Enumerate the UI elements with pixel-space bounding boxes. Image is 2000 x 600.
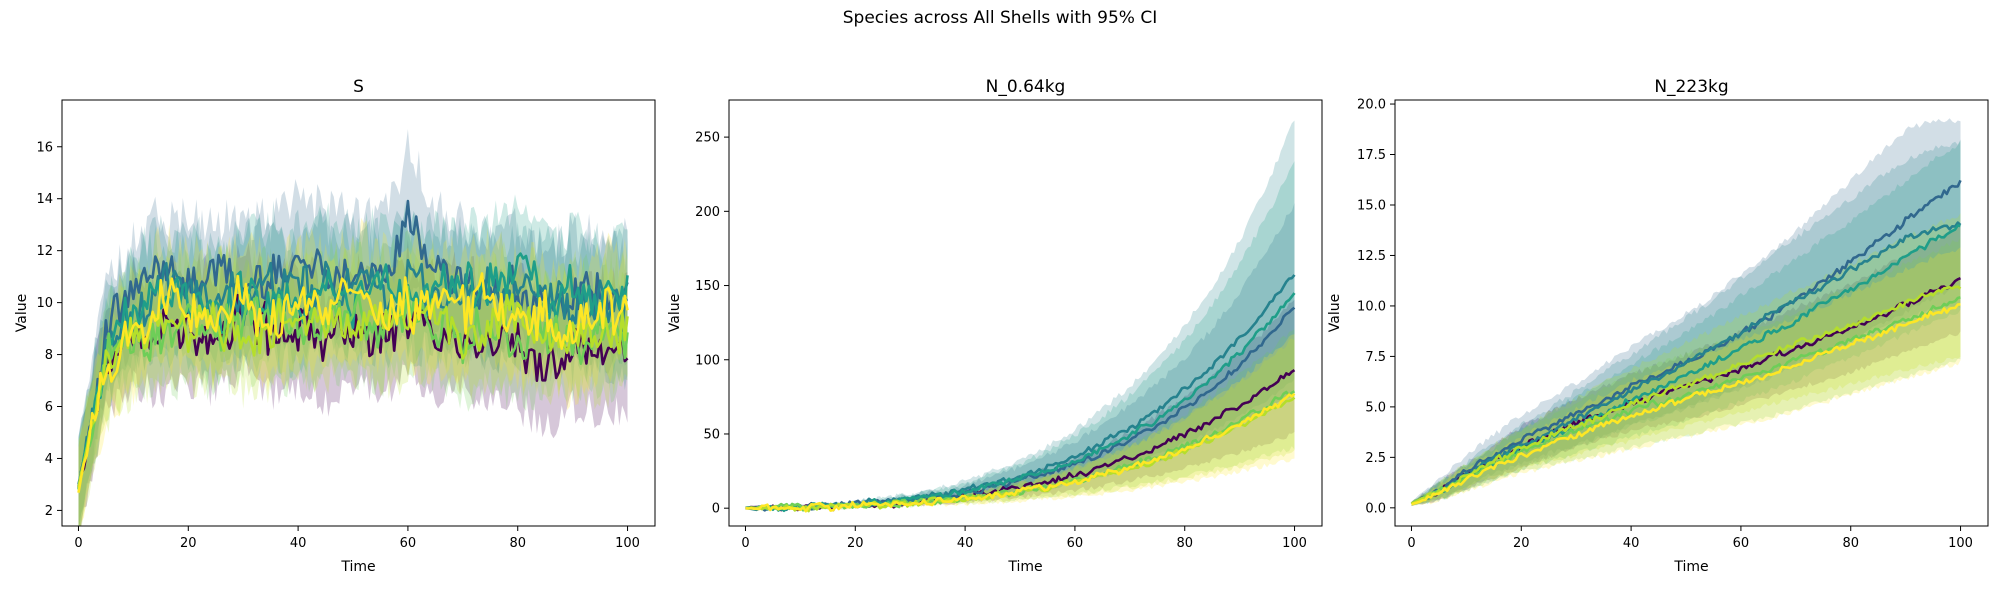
- ci-band-1: [1411, 118, 1961, 507]
- y-tick-label: 12: [36, 244, 53, 259]
- y-axis-label: Value: [14, 294, 30, 332]
- y-axis-label: Value: [667, 294, 683, 332]
- y-tick-label: 0.0: [1365, 501, 1386, 516]
- mean-line-2: [1410, 221, 1962, 505]
- y-tick-label: 10.0: [1357, 299, 1386, 314]
- mean-line-5: [1410, 285, 1962, 505]
- y-tick-label: 250: [695, 131, 720, 146]
- ci-band-5: [745, 338, 1295, 511]
- y-tick-label: 4: [45, 452, 53, 467]
- y-tick-label: 15.0: [1357, 198, 1386, 213]
- y-tick-label: 20.0: [1357, 98, 1386, 113]
- ci-band-3: [745, 161, 1295, 510]
- mean-line-1: [77, 199, 629, 488]
- plot-area: [77, 129, 629, 526]
- mean-line-6: [745, 392, 1296, 513]
- x-axis-label: Time: [340, 559, 375, 575]
- mean-line-6: [77, 272, 629, 493]
- x-tick-label: 20: [847, 536, 864, 551]
- x-tick-label: 40: [290, 536, 307, 551]
- x-tick-label: 0: [1407, 536, 1415, 551]
- y-tick-label: 17.5: [1357, 148, 1386, 163]
- y-tick-label: 100: [695, 353, 720, 368]
- y-tick-label: 50: [703, 427, 720, 442]
- y-tick-label: 0: [712, 502, 720, 517]
- y-tick-label: 16: [36, 140, 53, 155]
- axes-frame: [1394, 99, 1989, 527]
- x-tick-label: 100: [1282, 536, 1307, 551]
- x-tick-label: 60: [1067, 536, 1084, 551]
- axes-frame: [728, 99, 1323, 527]
- x-tick-label: 60: [400, 536, 417, 551]
- figure-title: Species across All Shells with 95% CI: [842, 8, 1158, 28]
- x-tick-label: 100: [615, 536, 640, 551]
- y-tick-label: 2: [45, 504, 53, 519]
- mean-line-6: [1411, 303, 1961, 506]
- y-tick-label: 14: [36, 192, 53, 207]
- x-tick-label: 20: [180, 536, 197, 551]
- panel-title: N_0.64kg: [986, 77, 1066, 97]
- y-tick-label: 5.0: [1365, 400, 1386, 415]
- x-tick-label: 80: [1842, 536, 1859, 551]
- y-tick-label: 7.5: [1365, 350, 1386, 365]
- y-tick-label: 6: [45, 400, 53, 415]
- axes-frame: [61, 99, 656, 527]
- mean-line-3: [77, 252, 629, 490]
- panel-title: N_223kg: [1654, 77, 1728, 97]
- panel-n-223kg: N_223kg 0 20 40 60 80 100 0.0 2.5 5.0 7.5 10.0 12.5 1…: [1327, 77, 1989, 575]
- ci-band-5: [78, 234, 628, 526]
- x-tick-label: 80: [1176, 536, 1193, 551]
- x-axis-label: Time: [1673, 559, 1708, 575]
- y-tick-label: 12.5: [1357, 249, 1386, 264]
- plot-area: [745, 120, 1296, 513]
- panel-s: S 0 20 40 60 80 100 2 4 6 8 10 12 14 16 Time Value: [14, 77, 656, 575]
- x-tick-label: 40: [1623, 536, 1640, 551]
- y-tick-label: 2.5: [1365, 451, 1386, 466]
- y-tick-label: 8: [45, 348, 53, 363]
- panel-title: S: [353, 77, 364, 97]
- y-tick-label: 10: [36, 296, 53, 311]
- x-axis-label: Time: [1007, 559, 1042, 575]
- x-tick-label: 20: [1513, 536, 1530, 551]
- x-tick-label: 80: [509, 536, 526, 551]
- panel-n-0.64kg: N_0.64kg 0 20 40 60 80 100 0 50 100 150 200 250 Time V…: [667, 77, 1323, 575]
- y-tick-label: 150: [695, 279, 720, 294]
- x-tick-label: 0: [741, 536, 749, 551]
- ci-band-2: [1411, 139, 1961, 506]
- ci-band-1: [745, 202, 1295, 511]
- ci-band-3: [1411, 140, 1961, 507]
- ci-band-4: [745, 329, 1295, 510]
- x-tick-label: 0: [74, 536, 82, 551]
- plot-area: [1410, 118, 1962, 507]
- x-tick-label: 60: [1733, 536, 1750, 551]
- x-tick-label: 40: [957, 536, 974, 551]
- ci-band-0: [78, 239, 628, 526]
- y-tick-label: 200: [695, 205, 720, 220]
- y-axis-label: Value: [1327, 294, 1343, 332]
- ci-band-6: [745, 334, 1295, 511]
- x-tick-label: 100: [1948, 536, 1973, 551]
